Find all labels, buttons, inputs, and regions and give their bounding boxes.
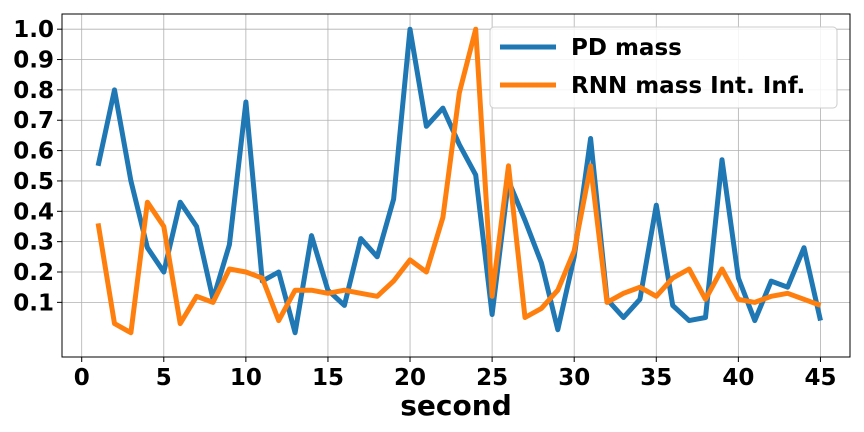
series-line-pd-mass (95, 26, 823, 336)
y-tick-label: 0.5 (13, 169, 54, 195)
y-tick-label: 0.9 (13, 48, 54, 74)
x-tick-label: 15 (312, 365, 344, 391)
x-axis-title: second (400, 389, 511, 422)
legend-label-pd-mass: PD mass (571, 35, 682, 61)
x-tick-label: 35 (640, 365, 672, 391)
x-axis-ticks: 0 5 10 15 20 25 30 35 40 45 (74, 357, 836, 391)
y-tick-label: 1.0 (13, 17, 54, 43)
y-tick-label: 0.7 (13, 108, 54, 134)
x-tick-label: 25 (476, 365, 508, 391)
x-tick-label: 40 (722, 365, 754, 391)
x-tick-label: 30 (558, 365, 590, 391)
legend-frame (489, 26, 838, 109)
x-tick-label: 45 (804, 365, 836, 391)
y-tick-label: 0.6 (13, 139, 54, 165)
series-line-rnn-mass (95, 26, 822, 336)
y-axis-ticks: 0.1 0.2 0.3 0.4 0.5 0.6 0.7 0.8 0.9 1.0 (13, 17, 62, 316)
x-tick-label: 0 (74, 365, 90, 391)
y-tick-label: 0.2 (13, 260, 54, 286)
x-tick-label: 10 (230, 365, 262, 391)
x-tick-label: 20 (394, 365, 426, 391)
y-tick-label: 0.1 (13, 290, 54, 316)
legend-label-rnn-mass: RNN mass Int. Inf. (571, 73, 805, 99)
y-tick-label: 0.4 (13, 199, 54, 225)
y-tick-label: 0.3 (13, 230, 54, 256)
plot-area-frame (61, 13, 851, 358)
legend: PD mass RNN mass Int. Inf. (489, 26, 838, 109)
series-lines (95, 26, 823, 336)
y-tick-label: 0.8 (13, 78, 54, 104)
x-tick-label: 5 (156, 365, 172, 391)
